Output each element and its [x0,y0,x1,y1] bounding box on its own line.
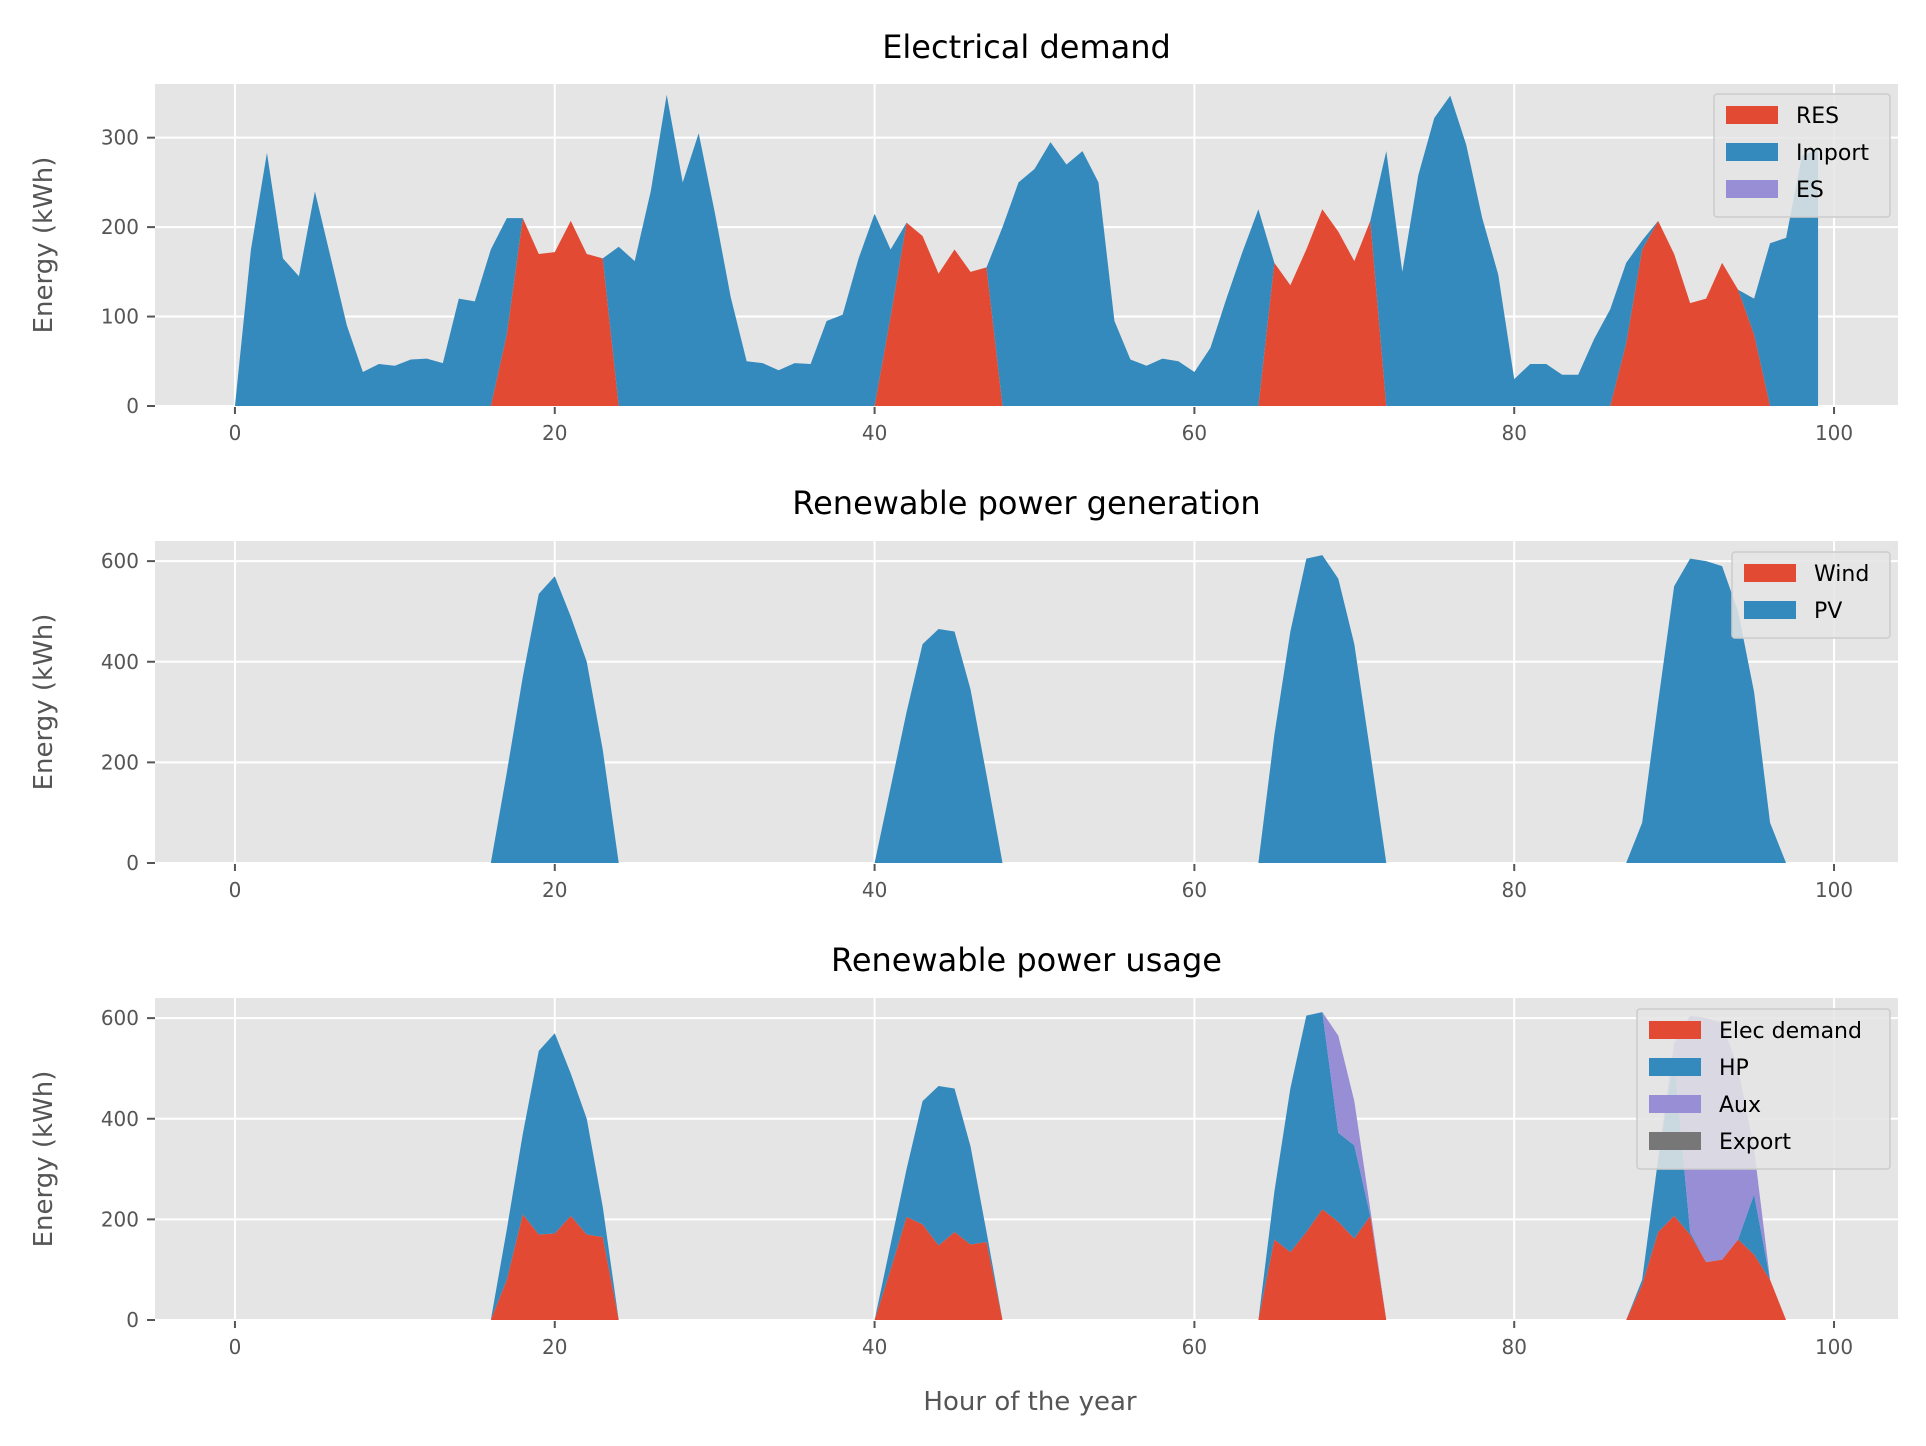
legend-label: Aux [1719,1093,1761,1118]
legend: Elec demand HP Aux Export [1636,1008,1891,1170]
chart-panel-3: 0 20 40 60 80 100 0 200 400 600 Renewable power us… [29,941,1898,1359]
x-tick-label: 40 [862,878,887,902]
legend-label: HP [1719,1056,1749,1081]
legend-label: Elec demand [1719,1019,1862,1044]
x-tick-label: 80 [1501,1335,1526,1359]
legend-swatch [1649,1021,1701,1039]
legend-swatch [1744,601,1796,619]
legend: RES Import ES [1713,93,1891,218]
legend-swatch [1726,106,1778,124]
area-series-pv [234,555,1819,863]
y-tick-label: 300 [101,126,139,150]
x-tick-label: 20 [542,878,567,902]
legend-label: RES [1796,104,1839,129]
y-axis-label: Energy (kWh) [29,1071,59,1248]
x-tick-label: 100 [1815,1335,1853,1359]
legend: Wind PV [1731,551,1891,639]
chart-panel-2: 0 20 40 60 80 100 0 200 400 600 Renewable power ge… [29,484,1898,902]
y-tick-label: 600 [101,1006,139,1030]
x-tick-label: 60 [1182,878,1207,902]
legend-swatch [1726,143,1778,161]
legend-label: Export [1719,1130,1791,1155]
legend-swatch [1649,1058,1701,1076]
chart-title: Electrical demand [882,28,1171,66]
x-tick-label: 40 [862,1335,887,1359]
chart-title: Renewable power usage [831,941,1222,979]
x-tick-label: 80 [1501,878,1526,902]
y-axis-label: Energy (kWh) [29,614,59,791]
x-tick-label: 100 [1815,878,1853,902]
x-tick-label: 80 [1501,421,1526,445]
y-tick-label: 600 [101,549,139,573]
legend-box [1636,1008,1891,1170]
x-tick-label: 0 [229,878,242,902]
y-tick-label: 400 [101,650,139,674]
y-tick-label: 200 [101,215,139,239]
y-axis-label: Energy (kWh) [29,157,59,334]
y-tick-label: 400 [101,1107,139,1131]
legend-label: Wind [1814,562,1869,587]
area-series-elec-demand [234,1209,1819,1320]
legend-label: Import [1796,141,1869,166]
y-tick-label: 0 [126,851,139,875]
x-tick-label: 20 [542,421,567,445]
legend-label: PV [1814,599,1842,624]
x-tick-label: 0 [229,1335,242,1359]
x-tick-label: 100 [1815,421,1853,445]
legend-swatch [1744,564,1796,582]
x-tick-label: 60 [1182,1335,1207,1359]
x-axis-label: Hour of the year [923,1387,1136,1417]
y-tick-label: 200 [101,1207,139,1231]
area-series-hp [234,1012,1819,1320]
y-tick-label: 200 [101,750,139,774]
chart-panel-1: 0 20 40 60 80 100 0 100 200 300 Electrical demand E… [29,28,1898,445]
y-tick-label: 0 [126,394,139,418]
x-tick-label: 20 [542,1335,567,1359]
y-tick-label: 100 [101,305,139,329]
legend-swatch [1726,180,1778,198]
chart-title: Renewable power generation [792,484,1260,522]
legend-swatch [1649,1132,1701,1150]
plot-area [155,541,1898,863]
area-series-import [234,94,1819,406]
legend-swatch [1649,1095,1701,1113]
legend-label: ES [1796,178,1824,203]
x-tick-label: 0 [229,421,242,445]
plot-area [155,998,1898,1320]
x-tick-label: 40 [862,421,887,445]
x-tick-label: 60 [1182,421,1207,445]
area-series-res [234,209,1819,406]
y-tick-label: 0 [126,1308,139,1332]
